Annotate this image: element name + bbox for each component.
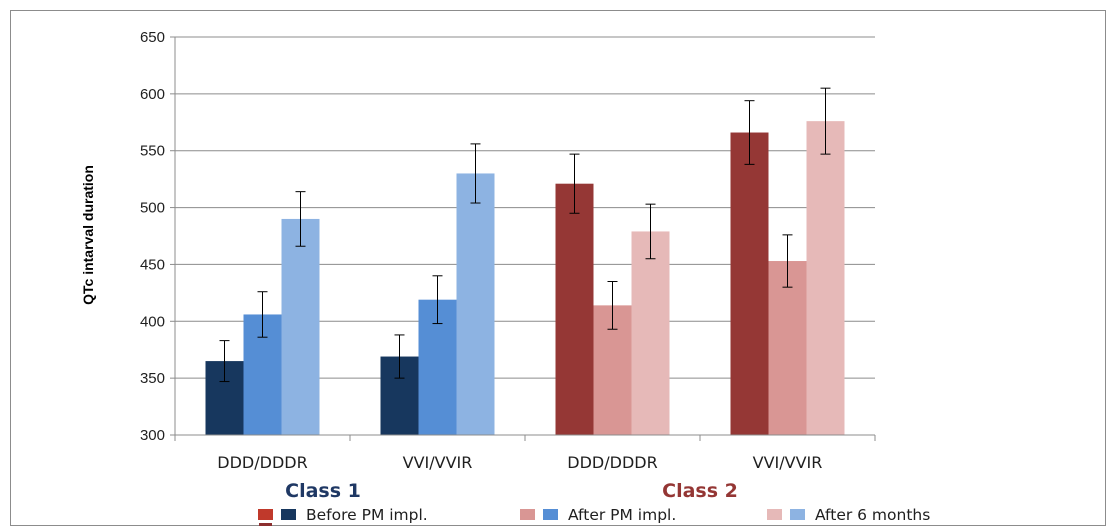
bar-3-1 [281, 218, 320, 435]
bars [205, 121, 845, 436]
error-bars [219, 87, 831, 383]
legend-swatch [520, 509, 535, 520]
x-category-label: DDD/DDDR [567, 453, 657, 472]
group-labels: Class 1 Class 2 [285, 480, 738, 502]
group-label-1: Class 1 [285, 480, 361, 502]
y-tick-label: 600 [140, 86, 165, 103]
bar-1-3 [555, 183, 594, 435]
x-category-label: VVI/VVIR [403, 453, 473, 472]
x-category-label: DDD/DDDR [217, 453, 307, 472]
legend-label-3: After 6 months [815, 506, 930, 524]
group-label-2: Class 2 [662, 480, 738, 502]
bar-2-4 [768, 261, 807, 435]
bar-3-2 [456, 173, 495, 435]
bar-1-4 [730, 132, 769, 435]
legend-swatch-underline [259, 523, 272, 526]
y-tick-label: 650 [140, 29, 165, 46]
y-tick-label: 350 [140, 370, 165, 387]
y-tick-label: 400 [140, 313, 165, 330]
legend-swatch [790, 509, 805, 520]
x-category-label: VVI/VVIR [753, 453, 823, 472]
legend-swatch [281, 509, 296, 520]
y-axis-label: QTc intarval duration [80, 165, 96, 305]
legend: Before PM impl. After PM impl. After 6 mon… [258, 506, 930, 526]
y-tick-label: 450 [140, 256, 165, 273]
y-tick-label: 300 [140, 427, 165, 444]
legend-swatch [543, 509, 558, 520]
bar-3-4 [806, 121, 845, 436]
legend-swatch [767, 509, 782, 520]
y-tick-label: 500 [140, 200, 165, 217]
legend-label-1: Before PM impl. [306, 506, 428, 524]
axes: 300 350 400 450 500 550 600 650 DDD/DDDR VVI/VVIR… [140, 29, 876, 472]
legend-swatch [258, 509, 273, 520]
legend-label-2: After PM impl. [568, 506, 676, 524]
y-tick-label: 550 [140, 143, 165, 160]
bar-3-3 [631, 231, 670, 435]
